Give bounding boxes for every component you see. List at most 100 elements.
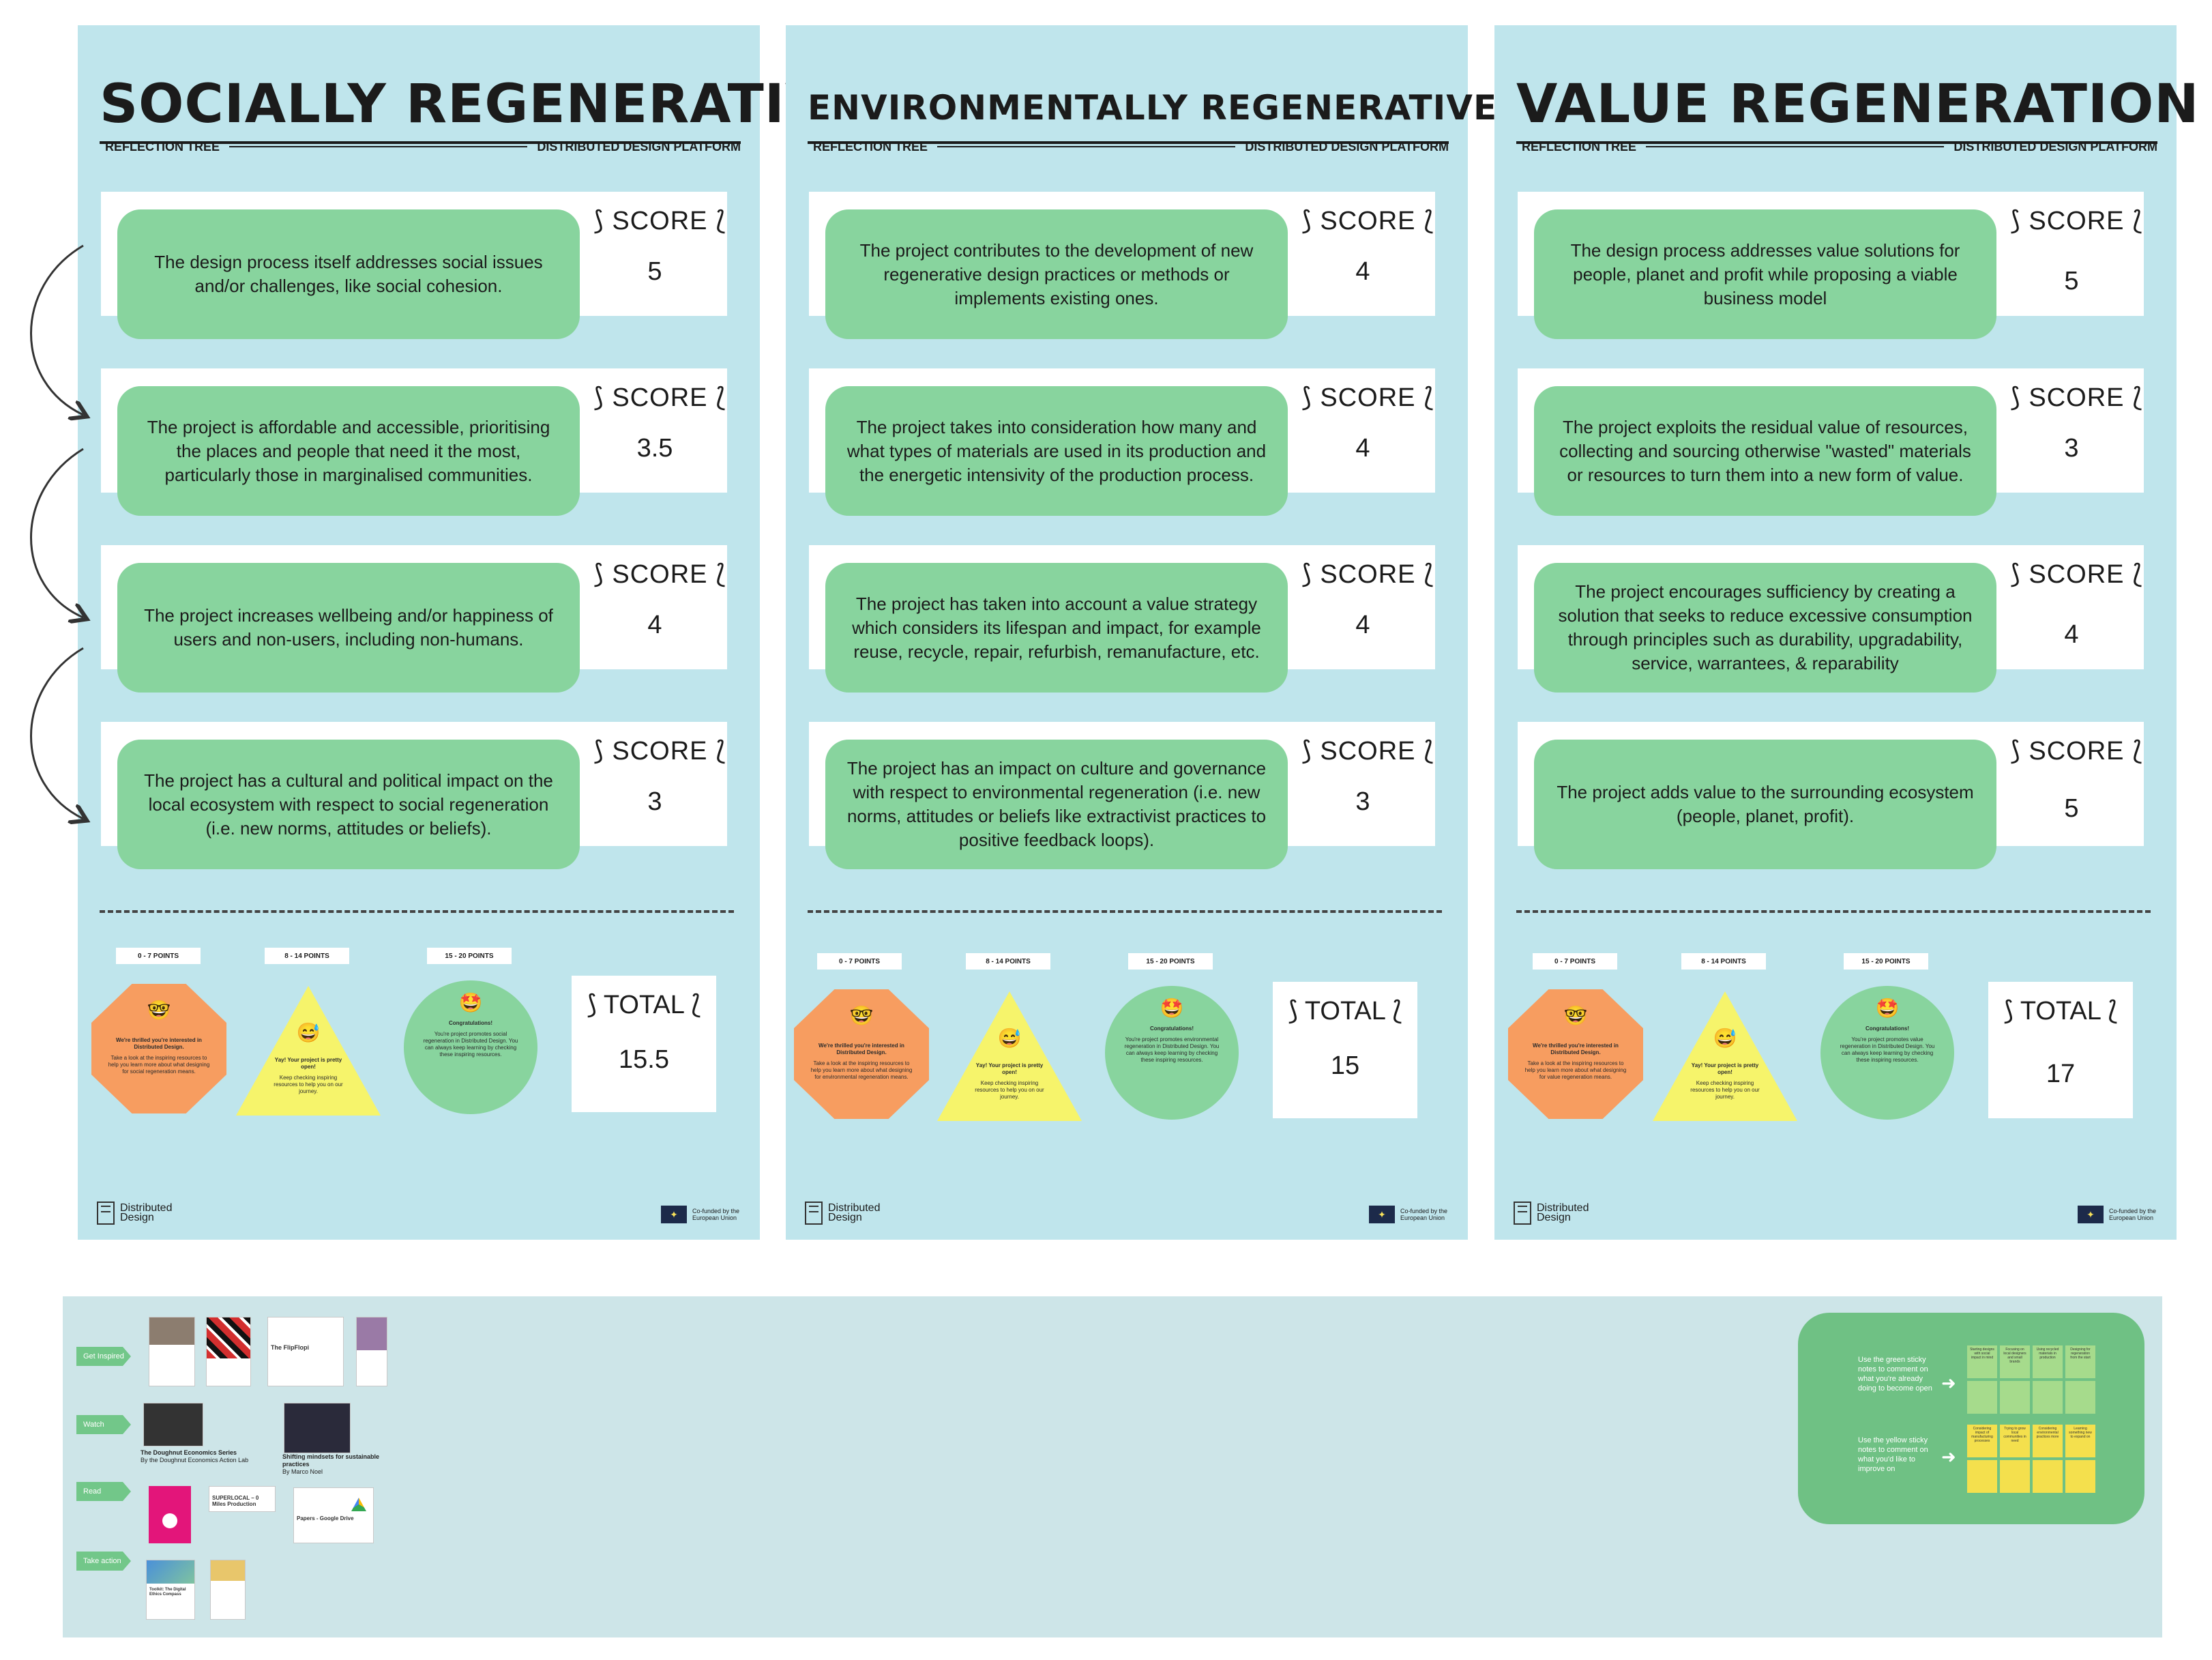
question-pill[interactable]: The project is affordable and accessible… [117, 386, 580, 516]
sticky-note-green[interactable]: Focusing on local designers and small br… [2000, 1345, 2030, 1378]
question-pill[interactable]: The project encourages sufficiency by cr… [1534, 563, 1996, 693]
tag-take-action[interactable]: Take action [76, 1552, 131, 1571]
total-value[interactable]: 15 [1330, 1051, 1360, 1080]
score-value[interactable]: 3 [1355, 787, 1370, 816]
tier-body: Keep checking inspiring resources to hel… [274, 1075, 343, 1094]
video-thumbnail[interactable] [284, 1403, 351, 1453]
question-pill[interactable]: The project has an impact on culture and… [825, 740, 1288, 869]
score-value[interactable]: 3 [2064, 434, 2079, 463]
score-value[interactable]: 3 [647, 787, 662, 816]
divider [937, 146, 1236, 147]
resource-card[interactable]: SUPERLOCAL – 0 Miles Production [209, 1486, 276, 1512]
dashed-divider [808, 910, 1442, 913]
resource-image [211, 1560, 245, 1581]
question-pill[interactable]: The project has taken into account a val… [825, 563, 1288, 693]
sticky-note-green[interactable]: Designing for regeneration from the star… [2065, 1345, 2095, 1378]
grinning-sweat-icon: 😅 [1713, 1028, 1737, 1049]
sticky-note-yellow[interactable] [1967, 1460, 1997, 1493]
score-value[interactable]: 4 [1355, 434, 1370, 463]
resource-card[interactable]: Toolkit: The Digital Ethics Compass [146, 1560, 195, 1620]
question-row: The design process addresses value solut… [1518, 192, 2144, 339]
question-pill[interactable]: The design process itself addresses soci… [117, 209, 580, 339]
score-value[interactable]: 5 [2064, 267, 2079, 295]
green-sticky-instruction: Use the green sticky notes to comment on… [1858, 1356, 1932, 1393]
resource-card[interactable] [149, 1317, 195, 1386]
question-pill[interactable]: The project increases wellbeing and/or h… [117, 563, 580, 693]
sticky-note-yellow[interactable] [2033, 1460, 2063, 1493]
question-pill[interactable]: The project exploits the residual value … [1534, 386, 1996, 516]
tier-text: We're thrilled you're interested in Dist… [810, 1043, 913, 1081]
subtitle-left: REFLECTION TREE [1522, 139, 1637, 154]
person-icon [162, 1513, 177, 1528]
resource-title: SUPERLOCAL – 0 Miles Production [212, 1495, 259, 1507]
video-subtitle: By Marco Noel [282, 1468, 323, 1475]
board-subtitle-row: REFLECTION TREE DISTRIBUTED DESIGN PLATF… [1522, 136, 2157, 157]
resource-card[interactable]: The FlipFlopi [267, 1317, 344, 1386]
subtitle-right: DISTRIBUTED DESIGN PLATFORM [1953, 139, 2157, 154]
score-label: ⟆ SCORE ⟅ [2010, 383, 2143, 412]
score-value[interactable]: 4 [1355, 611, 1370, 639]
resource-card[interactable] [356, 1317, 387, 1386]
resource-card[interactable]: Papers - Google Drive [293, 1487, 374, 1543]
tag-read[interactable]: Read [76, 1482, 131, 1501]
subtitle-right: DISTRIBUTED DESIGN PLATFORM [1245, 139, 1449, 154]
tier-text: We're thrilled you're interested in Dist… [108, 1037, 210, 1075]
score-value[interactable]: 4 [1355, 257, 1370, 286]
resource-title: Papers - Google Drive [297, 1515, 354, 1521]
eu-text: Co-funded by the [692, 1208, 739, 1214]
resource-title: The FlipFlopi [271, 1344, 309, 1351]
question-pill[interactable]: The design process addresses value solut… [1534, 209, 1996, 339]
score-value[interactable]: 5 [647, 257, 662, 286]
resource-card[interactable] [210, 1560, 246, 1620]
tier-text: Yay! Your project is pretty open! Keep c… [273, 1057, 344, 1095]
sticky-note-yellow[interactable]: Considering environmental practices more [2033, 1425, 2063, 1457]
book-cover[interactable] [149, 1486, 191, 1543]
tier-text: Congratulations! You're project promotes… [1838, 1025, 1936, 1064]
sticky-note-yellow[interactable]: Learning something new to expand on [2065, 1425, 2095, 1457]
logo-text: Distributed [828, 1202, 881, 1214]
total-value[interactable]: 17 [2046, 1060, 2076, 1088]
question-row: The project has taken into account a val… [809, 545, 1435, 693]
sticky-note-yellow[interactable]: Trying to grow local communities in need [2000, 1425, 2030, 1457]
question-pill[interactable]: The project contributes to the developme… [825, 209, 1288, 339]
score-value[interactable]: 3.5 [636, 434, 673, 463]
eu-text: European Union [1400, 1214, 1445, 1221]
question-pill[interactable]: The project has a cultural and political… [117, 740, 580, 869]
resources-panel: Get Inspired Watch Read Take action The … [63, 1296, 2162, 1637]
resource-image [207, 1317, 250, 1358]
question-row: The project is affordable and accessible… [101, 368, 727, 516]
tier-triangle-mid: 😅 Yay! Your project is pretty open! Keep… [236, 986, 381, 1116]
video-thumbnail[interactable] [143, 1403, 203, 1446]
arrow-right-icon: ➜ [1941, 1373, 1956, 1393]
arrow-right-icon: ➜ [1941, 1446, 1956, 1467]
sticky-note-green[interactable] [2065, 1381, 2095, 1414]
sticky-note-yellow[interactable] [2000, 1460, 2030, 1493]
tier-range-low: 0 - 7 POINTS [116, 948, 201, 964]
total-value[interactable]: 15.5 [619, 1045, 669, 1074]
tier-octagon-low: 🤓 We're thrilled you're interested in Di… [91, 984, 226, 1113]
board-environmentally-regenerative: ENVIRONMENTALLY REGENERATIVE REFLECTION … [786, 25, 1496, 1240]
resource-title: Toolkit: The Digital Ethics Compass [149, 1588, 186, 1597]
sticky-notes-panel: Use the green sticky notes to comment on… [1798, 1313, 2144, 1524]
google-drive-icon [351, 1498, 366, 1511]
board-subtitle-row: REFLECTION TREE DISTRIBUTED DESIGN PLATF… [813, 136, 1449, 157]
tag-watch[interactable]: Watch [76, 1415, 131, 1434]
sticky-note-green[interactable]: Using recycled materials in production [2033, 1345, 2063, 1378]
score-value[interactable]: 4 [647, 611, 662, 639]
tier-range-low: 0 - 7 POINTS [817, 953, 902, 970]
tag-get-inspired[interactable]: Get Inspired [76, 1347, 131, 1366]
sticky-note-green[interactable] [2033, 1381, 2063, 1414]
sticky-note-yellow[interactable]: Considering impact of manufacturing proc… [1967, 1425, 1997, 1457]
question-pill[interactable]: The project takes into consideration how… [825, 386, 1288, 516]
sticky-note-green[interactable]: Starting designs with social impact in m… [1967, 1345, 1997, 1378]
sticky-note-green[interactable] [2000, 1381, 2030, 1414]
resource-card[interactable] [206, 1317, 251, 1386]
question-pill[interactable]: The project adds value to the surroundin… [1534, 740, 1996, 869]
question-row: The project contributes to the developme… [809, 192, 1435, 339]
score-value[interactable]: 5 [2064, 794, 2079, 823]
score-value[interactable]: 4 [2064, 620, 2079, 649]
tier-range-mid: 8 - 14 POINTS [1681, 953, 1766, 970]
sticky-note-green[interactable] [1967, 1381, 1997, 1414]
sticky-note-yellow[interactable] [2065, 1460, 2095, 1493]
tier-octagon-low: 🤓 We're thrilled you're interested in Di… [1508, 989, 1643, 1119]
